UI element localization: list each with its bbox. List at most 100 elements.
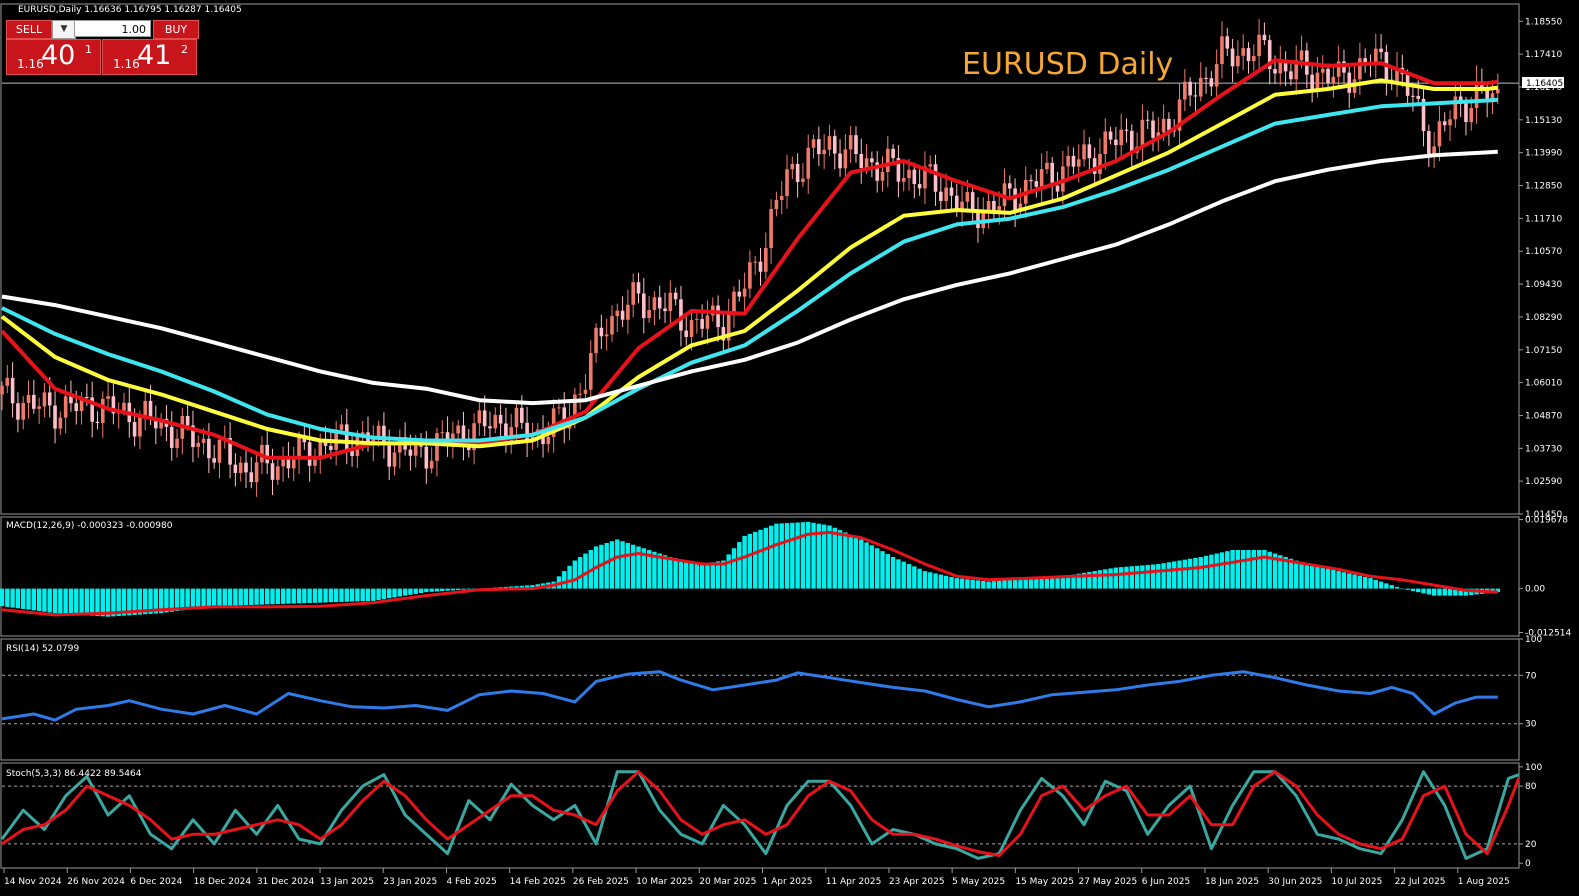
macd-histogram-bar — [1198, 557, 1203, 589]
macd-histogram-bar — [715, 561, 721, 589]
macd-histogram-bar — [121, 588, 127, 616]
macd-histogram-bar — [1071, 574, 1076, 589]
macd-histogram-bar — [413, 588, 418, 594]
macd-histogram-bar — [874, 548, 880, 589]
candle-body — [673, 292, 678, 300]
candle-body — [960, 201, 964, 212]
macd-histogram-bar — [1394, 586, 1400, 589]
candle-body — [1294, 60, 1299, 80]
date-tick-label: 1 Apr 2025 — [763, 877, 813, 887]
macd-histogram-bar — [217, 588, 222, 606]
macd-histogram-bar — [164, 588, 169, 613]
candle-body — [1209, 78, 1214, 87]
candle-body — [1495, 89, 1500, 94]
macd-histogram-bar — [1336, 571, 1341, 589]
date-tick-label: 20 Mar 2025 — [699, 877, 756, 887]
candle-body — [1114, 139, 1118, 146]
candle-body — [822, 149, 826, 155]
candle-body — [578, 393, 582, 395]
macd-histogram-bar — [143, 588, 148, 615]
macd-histogram-bar — [1214, 553, 1219, 589]
candle-body — [917, 184, 922, 189]
macd-histogram-bar — [312, 588, 318, 603]
candle-body — [445, 432, 450, 445]
candle-body — [286, 457, 291, 469]
macd-histogram-bar — [360, 588, 365, 602]
panel-frames — [0, 3, 1520, 869]
candle-body — [1373, 48, 1378, 65]
candle-body — [753, 261, 757, 263]
macd-histogram-bar — [196, 588, 201, 609]
candle-body — [1029, 180, 1033, 182]
ema-line — [1, 97, 1498, 443]
macd-histogram-bar — [339, 588, 344, 602]
candle-body — [74, 403, 79, 412]
candle-body — [525, 422, 529, 442]
candle-body — [5, 377, 10, 386]
lot-dropdown-icon[interactable]: ▼ — [52, 20, 76, 39]
macd-histogram-bar — [790, 522, 795, 589]
candle-body — [594, 327, 598, 354]
macd-histogram-bar — [625, 542, 631, 589]
date-tick-label: 4 Feb 2025 — [446, 877, 496, 887]
one-click-trade-panel: SELL ▼ 1.00 BUY 1.16 40 1 1.16 41 2 — [6, 20, 199, 76]
candle-body — [138, 416, 142, 437]
macd-histogram-bar — [1309, 564, 1315, 589]
macd-histogram-bar — [1288, 558, 1294, 589]
candle-body — [456, 425, 460, 434]
lot-size-input[interactable]: 1.00 — [74, 20, 151, 37]
candle-body — [488, 426, 492, 429]
macd-histogram-bar — [848, 534, 853, 589]
stoch-tick-label: 80 — [1525, 782, 1537, 792]
candle-body — [1071, 155, 1076, 167]
candle-body — [928, 164, 933, 167]
price-tick-label: 1.13990 — [1525, 149, 1562, 159]
candle-body — [689, 320, 694, 337]
candle-body — [461, 425, 466, 445]
stoch-tick-label: 20 — [1525, 840, 1537, 850]
price-tick-label: 1.08290 — [1525, 313, 1562, 323]
macd-histogram-bar — [259, 588, 265, 605]
macd-histogram-bar — [673, 558, 678, 589]
macd-histogram-bar — [95, 588, 100, 616]
candle-body — [620, 310, 625, 320]
ask-price-button[interactable]: 1.16 41 2 — [102, 39, 197, 75]
candle-body — [1358, 58, 1362, 80]
candle-body — [1156, 132, 1161, 138]
macd-histogram-bar — [84, 588, 90, 616]
macd-panel — [0, 521, 1500, 617]
price-tick-label: 1.01450 — [1525, 510, 1562, 520]
macd-histogram-bar — [747, 533, 753, 589]
symbol-info: EURUSD,Daily 1.16636 1.16795 1.16287 1.1… — [18, 5, 242, 15]
macd-histogram-bar — [408, 588, 413, 595]
macd-histogram-bar — [678, 559, 684, 589]
macd-histogram-bar — [1495, 588, 1500, 593]
candle-body — [785, 169, 789, 197]
candle-body — [249, 472, 254, 483]
candle-body — [185, 415, 190, 426]
macd-histogram-bar — [1463, 588, 1469, 596]
candle-body — [1474, 81, 1479, 108]
candle-body — [923, 166, 927, 189]
macd-histogram-bar — [1081, 572, 1087, 589]
macd-histogram-bar — [599, 544, 604, 589]
candle-body — [69, 396, 73, 404]
sell-button[interactable]: SELL — [6, 20, 52, 39]
candle-body — [615, 310, 620, 317]
macd-histogram-bar — [768, 525, 774, 589]
macd-histogram-bar — [1389, 585, 1394, 589]
candle-body — [1427, 131, 1431, 157]
macd-tick-label: 0.00 — [1525, 585, 1545, 595]
candle-body — [387, 445, 392, 467]
macd-histogram-bar — [323, 588, 328, 603]
macd-histogram-bar — [291, 588, 296, 604]
buy-button[interactable]: BUY — [153, 20, 199, 39]
macd-tick-label: -0.012514 — [1525, 629, 1571, 639]
bid-price-button[interactable]: 1.16 40 1 — [6, 39, 101, 75]
candle-body — [700, 319, 704, 329]
candle-body — [1278, 61, 1283, 74]
candle-body — [679, 299, 683, 331]
macd-histogram-bar — [1087, 571, 1092, 589]
macd-histogram-bar — [1267, 551, 1272, 589]
